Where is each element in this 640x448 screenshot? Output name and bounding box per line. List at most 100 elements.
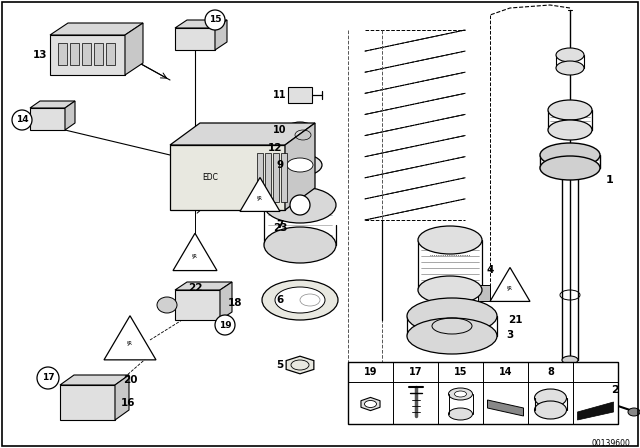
Ellipse shape	[454, 391, 467, 397]
Polygon shape	[170, 123, 315, 145]
Text: 21: 21	[508, 315, 522, 325]
Text: 15: 15	[209, 16, 221, 25]
Ellipse shape	[264, 187, 336, 223]
Ellipse shape	[286, 122, 314, 138]
Bar	[348, 362, 618, 424]
Text: 17: 17	[409, 367, 422, 377]
Text: 14: 14	[16, 116, 28, 125]
Polygon shape	[240, 177, 280, 211]
Text: §R: §R	[192, 254, 198, 258]
Ellipse shape	[562, 356, 578, 364]
Polygon shape	[285, 123, 315, 210]
Polygon shape	[104, 316, 156, 360]
Ellipse shape	[262, 280, 338, 320]
Circle shape	[205, 10, 225, 30]
Polygon shape	[65, 101, 75, 130]
Text: 7: 7	[276, 220, 284, 230]
Polygon shape	[115, 375, 129, 420]
Text: 00139600: 00139600	[591, 439, 630, 448]
Text: 16: 16	[121, 398, 135, 408]
Text: §R: §R	[507, 285, 513, 290]
Ellipse shape	[407, 318, 497, 354]
Text: 11: 11	[273, 90, 287, 100]
Ellipse shape	[548, 120, 592, 140]
Ellipse shape	[540, 143, 600, 167]
Text: 23: 23	[273, 223, 287, 233]
Ellipse shape	[540, 156, 600, 180]
Text: 12: 12	[268, 143, 282, 153]
Ellipse shape	[275, 287, 325, 313]
Bar	[58, 43, 67, 65]
Polygon shape	[215, 20, 227, 50]
Bar	[30, 108, 65, 130]
Bar	[60, 385, 115, 420]
Ellipse shape	[418, 276, 482, 304]
Text: §R: §R	[127, 340, 133, 345]
Bar	[70, 43, 79, 65]
Bar	[273, 153, 279, 202]
Circle shape	[12, 110, 32, 130]
Polygon shape	[175, 282, 232, 290]
Text: 19: 19	[364, 367, 377, 377]
Ellipse shape	[157, 297, 177, 313]
Text: 2: 2	[611, 385, 619, 395]
Bar	[257, 153, 263, 202]
Polygon shape	[577, 402, 614, 420]
Polygon shape	[361, 397, 380, 411]
Polygon shape	[490, 267, 530, 302]
Bar	[265, 153, 271, 202]
Ellipse shape	[287, 158, 313, 172]
Text: 13: 13	[33, 50, 47, 60]
Ellipse shape	[534, 401, 566, 419]
Text: EDC: EDC	[202, 172, 218, 181]
Ellipse shape	[264, 227, 336, 263]
Ellipse shape	[556, 61, 584, 75]
Ellipse shape	[534, 389, 566, 407]
Ellipse shape	[418, 226, 482, 254]
Text: 17: 17	[42, 374, 54, 383]
Bar	[82, 43, 91, 65]
Text: §R: §R	[257, 195, 263, 201]
Polygon shape	[60, 375, 129, 385]
Bar	[175, 28, 215, 50]
Bar	[50, 35, 125, 75]
Text: 15: 15	[454, 367, 467, 377]
Bar	[281, 153, 287, 202]
Text: 4: 4	[486, 265, 493, 275]
Ellipse shape	[407, 298, 497, 334]
Ellipse shape	[628, 408, 640, 416]
Text: 14: 14	[499, 367, 512, 377]
Ellipse shape	[556, 48, 584, 62]
Ellipse shape	[365, 401, 376, 408]
Bar	[94, 43, 103, 65]
Polygon shape	[30, 101, 75, 108]
Ellipse shape	[278, 154, 322, 176]
Text: 22: 22	[188, 283, 202, 293]
Polygon shape	[488, 400, 524, 416]
Text: 8: 8	[547, 367, 554, 377]
Bar	[478, 285, 490, 301]
Text: 10: 10	[273, 125, 287, 135]
Polygon shape	[175, 20, 227, 28]
Text: 20: 20	[123, 375, 137, 385]
Circle shape	[37, 367, 59, 389]
Bar	[288, 87, 312, 103]
Text: 19: 19	[219, 320, 231, 329]
Ellipse shape	[548, 100, 592, 120]
Bar	[170, 145, 285, 210]
Text: 5: 5	[276, 360, 284, 370]
Polygon shape	[173, 233, 217, 271]
Polygon shape	[286, 356, 314, 374]
Ellipse shape	[449, 388, 472, 400]
Text: 1: 1	[606, 175, 614, 185]
Text: 18: 18	[228, 298, 243, 308]
Text: 3: 3	[506, 330, 514, 340]
Text: 6: 6	[276, 295, 284, 305]
Bar	[175, 290, 220, 320]
Polygon shape	[125, 23, 143, 75]
Polygon shape	[220, 282, 232, 320]
Circle shape	[215, 315, 235, 335]
Ellipse shape	[449, 408, 472, 420]
Bar	[106, 43, 115, 65]
Circle shape	[290, 195, 310, 215]
